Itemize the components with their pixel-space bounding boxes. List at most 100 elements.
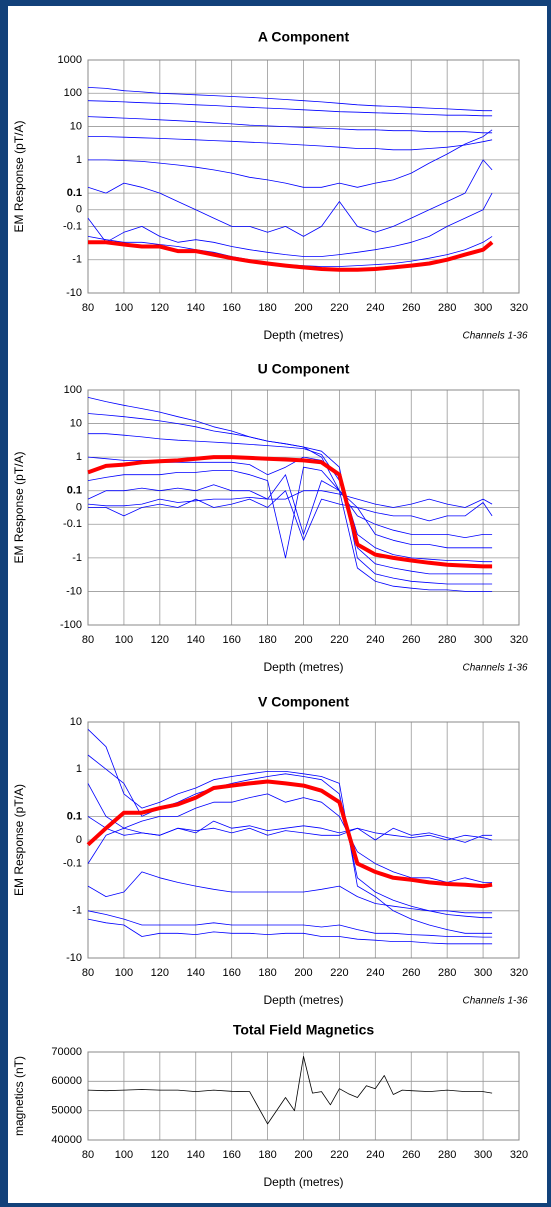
data-line xyxy=(87,490,493,508)
x-tick-label: 140 xyxy=(187,302,205,314)
y-tick-label: -1 xyxy=(72,254,82,266)
y-axis-label: EM Response (pT/A) xyxy=(12,451,26,563)
x-tick-label: 280 xyxy=(438,1149,456,1161)
y-tick-label: 1000 xyxy=(58,54,82,66)
x-tick-label: 200 xyxy=(294,1149,312,1161)
data-line xyxy=(87,910,493,938)
data-line xyxy=(88,490,493,541)
data-line xyxy=(87,871,493,914)
x-tick-label: 180 xyxy=(258,634,276,646)
annotation: Channels 1-36 xyxy=(462,996,527,1007)
y-tick-label: 10 xyxy=(70,716,82,728)
y-tick-label: 10 xyxy=(70,417,82,429)
x-axis-label: Depth (metres) xyxy=(263,1175,343,1189)
x-tick-label: 300 xyxy=(474,967,492,979)
x-tick-label: 260 xyxy=(402,302,420,314)
x-tick-label: 140 xyxy=(187,634,205,646)
x-tick-label: 200 xyxy=(294,967,312,979)
x-tick-label: 160 xyxy=(222,302,240,314)
y-tick-label: 10 xyxy=(70,120,82,132)
y-tick-label: 1 xyxy=(76,763,82,775)
x-axis-label: Depth (metres) xyxy=(263,328,343,342)
y-tick-label: -10 xyxy=(66,585,82,597)
data-line xyxy=(87,413,493,585)
x-tick-label: 80 xyxy=(82,1149,94,1161)
x-tick-label: 280 xyxy=(438,302,456,314)
data-line xyxy=(87,116,493,134)
x-tick-label: 100 xyxy=(115,302,133,314)
annotation: Channels 1-36 xyxy=(462,331,527,342)
data-line xyxy=(87,455,493,569)
data-line xyxy=(88,240,494,272)
chart-title: A Component xyxy=(258,29,350,45)
y-tick-label: 100 xyxy=(64,384,82,396)
data-line xyxy=(87,159,493,237)
y-tick-label: -0.1 xyxy=(63,220,82,232)
x-tick-label: 100 xyxy=(115,634,133,646)
y-tick-label: 1 xyxy=(76,451,82,463)
y-tick-label: 0.1 xyxy=(67,187,82,199)
data-line xyxy=(87,192,493,257)
x-tick-label: 160 xyxy=(222,1149,240,1161)
y-tick-label: -1 xyxy=(72,905,82,917)
chart-title: U Component xyxy=(258,361,350,377)
x-tick-label: 280 xyxy=(438,967,456,979)
y-tick-label: 1 xyxy=(76,154,82,166)
data-line xyxy=(87,474,493,538)
annotation: Channels 1-36 xyxy=(462,663,527,674)
data-line xyxy=(87,87,493,112)
x-tick-label: 80 xyxy=(82,634,94,646)
x-tick-label: 300 xyxy=(474,634,492,646)
data-line xyxy=(87,729,493,934)
x-tick-label: 320 xyxy=(510,967,528,979)
y-axis-label: magnetics (nT) xyxy=(12,1056,26,1136)
y-tick-label: 0.1 xyxy=(67,485,82,497)
y-tick-label: 40000 xyxy=(51,1134,82,1146)
data-line xyxy=(86,779,493,889)
plot-frame xyxy=(87,59,520,294)
x-tick-label: 160 xyxy=(222,967,240,979)
y-tick-label: 0 xyxy=(76,834,82,846)
data-line xyxy=(88,433,493,575)
panel xyxy=(8,6,547,1203)
data-line xyxy=(87,466,493,559)
x-tick-label: 240 xyxy=(366,967,384,979)
x-tick-label: 140 xyxy=(187,967,205,979)
x-tick-label: 220 xyxy=(330,302,348,314)
chart-title: V Component xyxy=(258,694,349,710)
x-tick-label: 180 xyxy=(258,1149,276,1161)
x-tick-label: 180 xyxy=(258,302,276,314)
x-tick-label: 300 xyxy=(474,302,492,314)
x-tick-label: 260 xyxy=(402,967,420,979)
y-axis-label: EM Response (pT/A) xyxy=(12,120,26,232)
x-tick-label: 180 xyxy=(258,967,276,979)
chart-title: Total Field Magnetics xyxy=(233,1022,375,1038)
x-tick-label: 80 xyxy=(82,967,94,979)
data-line xyxy=(88,129,493,188)
y-tick-label: 60000 xyxy=(51,1075,82,1087)
y-axis-label: EM Response (pT/A) xyxy=(12,784,26,896)
x-tick-label: 120 xyxy=(151,967,169,979)
y-tick-label: -0.1 xyxy=(63,858,82,870)
x-tick-label: 240 xyxy=(366,1149,384,1161)
x-tick-label: 120 xyxy=(151,302,169,314)
x-tick-label: 260 xyxy=(402,634,420,646)
x-tick-label: 320 xyxy=(510,634,528,646)
x-tick-label: 120 xyxy=(151,1149,169,1161)
x-tick-label: 320 xyxy=(510,302,528,314)
plot-frame xyxy=(87,1051,520,1141)
data-line xyxy=(87,1056,493,1125)
x-tick-label: 140 xyxy=(187,1149,205,1161)
data-line xyxy=(88,136,493,151)
data-line xyxy=(87,100,493,117)
y-tick-label: -10 xyxy=(66,952,82,964)
y-tick-label: 100 xyxy=(64,87,82,99)
x-tick-label: 280 xyxy=(438,634,456,646)
y-tick-label: 0 xyxy=(76,204,82,216)
x-tick-label: 100 xyxy=(115,1149,133,1161)
y-tick-label: -100 xyxy=(60,619,82,631)
x-tick-label: 200 xyxy=(294,302,312,314)
x-tick-label: 220 xyxy=(330,967,348,979)
y-tick-label: -0.1 xyxy=(63,518,82,530)
